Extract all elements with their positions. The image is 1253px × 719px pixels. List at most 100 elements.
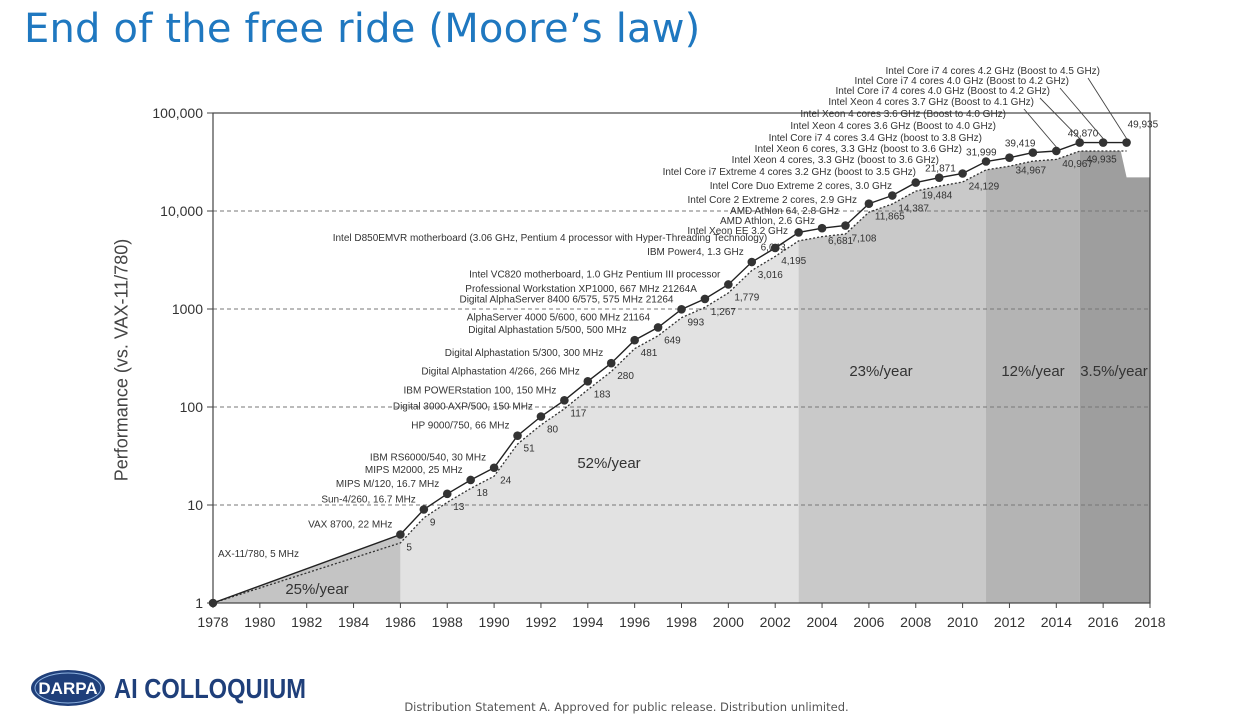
data-point — [817, 223, 827, 233]
point-name-label: IBM RS6000/540, 30 MHz — [370, 453, 486, 464]
point-value-label: 3,016 — [758, 270, 783, 281]
leader-line — [1087, 77, 1127, 139]
region-5 — [1079, 151, 1150, 603]
data-point — [630, 335, 639, 345]
point-value-label: 14,387 — [898, 204, 929, 215]
point-name-label: Intel Core 2 Extreme 2 cores, 2.9 GHz — [687, 195, 857, 206]
data-point — [724, 280, 733, 289]
data-point — [1005, 153, 1014, 163]
x-tick-label: 2010 — [947, 614, 978, 630]
data-point — [794, 228, 803, 237]
data-point — [1028, 148, 1038, 157]
y-tick-label: 100,000 — [152, 105, 203, 121]
data-point — [958, 169, 967, 178]
data-point — [653, 323, 663, 332]
point-value-label: 6,681 — [828, 236, 853, 247]
point-value-label: 1,267 — [711, 307, 736, 318]
point-name-label: Intel Core i7 Extreme 4 cores 3.2 GHz (b… — [663, 167, 916, 178]
point-name-label: Intel D850EMVR motherboard (3.06 GHz, Pe… — [333, 233, 767, 244]
point-name-label: Intel Xeon EE 3.2 GHz — [687, 226, 788, 237]
region-3 — [798, 169, 987, 603]
point-name-label: Sun-4/260, 16.7 MHz — [321, 494, 416, 505]
point-name-label: AX-11/780, 5 MHz — [218, 549, 299, 560]
point-name-label: AlphaServer 4000 5/600, 600 MHz 21164 — [467, 312, 651, 323]
x-tick-label: 2000 — [713, 614, 744, 630]
x-tick-label: 1996 — [619, 614, 650, 630]
x-tick-label: 1994 — [572, 614, 603, 630]
point-name-label: Intel Xeon 4 cores, 3.3 GHz (boost to 3.… — [732, 155, 939, 166]
data-point — [208, 598, 218, 608]
y-tick-label: 10,000 — [160, 203, 203, 219]
region-label: 12%/year — [1001, 363, 1064, 380]
y-tick-label: 10 — [187, 497, 203, 513]
point-value-label: 481 — [641, 348, 658, 359]
data-point — [747, 257, 757, 267]
data-point — [864, 199, 874, 209]
leader-line — [1059, 87, 1104, 139]
data-point — [1052, 146, 1061, 156]
region-2 — [400, 240, 799, 603]
point-name-label: VAX 8700, 22 MHz — [308, 520, 392, 531]
data-point — [1098, 138, 1108, 147]
darpa-badge-ring-icon — [34, 672, 102, 704]
data-point — [911, 178, 921, 187]
point-name-label: Intel Core i7 4 cores 4.0 GHz (Boost to … — [835, 86, 1050, 97]
point-name-label: Digital Alphastation 5/500, 500 MHz — [468, 325, 626, 336]
point-value-label: 40,967 — [1062, 159, 1093, 170]
region-label: 25%/year — [285, 581, 348, 598]
trend-line — [212, 150, 1127, 604]
data-point — [489, 463, 499, 473]
point-value-label: 19,484 — [922, 191, 953, 202]
data-point — [606, 358, 616, 368]
point-value-label: 49,935 — [1128, 120, 1159, 131]
point-name-label: Digital 3000 AXP/500, 150 MHz — [393, 401, 533, 412]
footer-statement: Distribution Statement A. Approved for p… — [404, 700, 849, 714]
data-point — [934, 173, 944, 182]
point-value-label: 649 — [664, 335, 681, 346]
x-tick-label: 1984 — [338, 614, 369, 630]
point-value-label: 1,779 — [734, 292, 759, 303]
point-name-label: Digital Alphastation 4/266, 266 MHz — [421, 366, 579, 377]
point-value-label: 34,967 — [1015, 166, 1046, 177]
point-value-label: 18 — [477, 488, 489, 499]
darpa-badge-icon — [31, 670, 105, 706]
point-value-label: 39,419 — [1005, 139, 1036, 150]
point-name-label: Intel Xeon 4 cores 3.7 GHz (Boost to 4.1… — [828, 97, 1034, 108]
point-name-label: Intel Xeon 4 cores 3.6 GHz (Boost to 4.0… — [790, 121, 996, 132]
point-value-label: 49,935 — [1086, 155, 1117, 166]
x-tick-label: 1990 — [479, 614, 510, 630]
point-name-label: IBM Power4, 1.3 GHz — [647, 247, 744, 258]
data-point — [841, 221, 850, 230]
point-value-label: 9 — [430, 517, 436, 528]
y-tick-label: 100 — [180, 399, 204, 415]
point-value-label: 993 — [688, 317, 705, 328]
leader-line — [1039, 97, 1081, 139]
x-tick-label: 2014 — [1041, 614, 1072, 630]
point-value-label: 280 — [617, 371, 634, 382]
point-name-label: Intel Core i7 4 cores 3.4 GHz (boost to … — [769, 133, 982, 144]
point-value-label: 7,108 — [851, 234, 876, 245]
series — [208, 138, 1131, 608]
data-point — [677, 304, 686, 314]
data-point — [981, 157, 991, 166]
point-name-label: MIPS M/120, 16.7 MHz — [336, 479, 439, 490]
point-value-label: 117 — [570, 408, 586, 419]
data-point — [442, 489, 452, 499]
point-name-label: MIPS M2000, 25 MHz — [365, 465, 463, 476]
data-point — [1122, 138, 1131, 147]
point-name-label: Intel Core Duo Extreme 2 cores, 3.0 GHz — [710, 181, 892, 192]
data-point — [513, 431, 522, 440]
x-tick-label: 1988 — [432, 614, 463, 630]
logo-text: AI COLLOQUIUM — [114, 673, 306, 704]
point-value-label: 183 — [594, 389, 611, 400]
growth-regions: 25%/year 52%/year 23%/year 12%/year 3.5%/yea… — [213, 151, 1150, 603]
x-tick-label: 2002 — [760, 614, 791, 630]
point-value-label: 13 — [453, 502, 465, 513]
y-tick-label: 1 — [195, 595, 203, 611]
x-tick-label: 2018 — [1134, 614, 1165, 630]
x-tick-label: 2008 — [900, 614, 931, 630]
region-label: 23%/year — [849, 363, 912, 380]
data-point — [536, 412, 546, 421]
point-value-label: 49,870 — [1068, 129, 1099, 140]
